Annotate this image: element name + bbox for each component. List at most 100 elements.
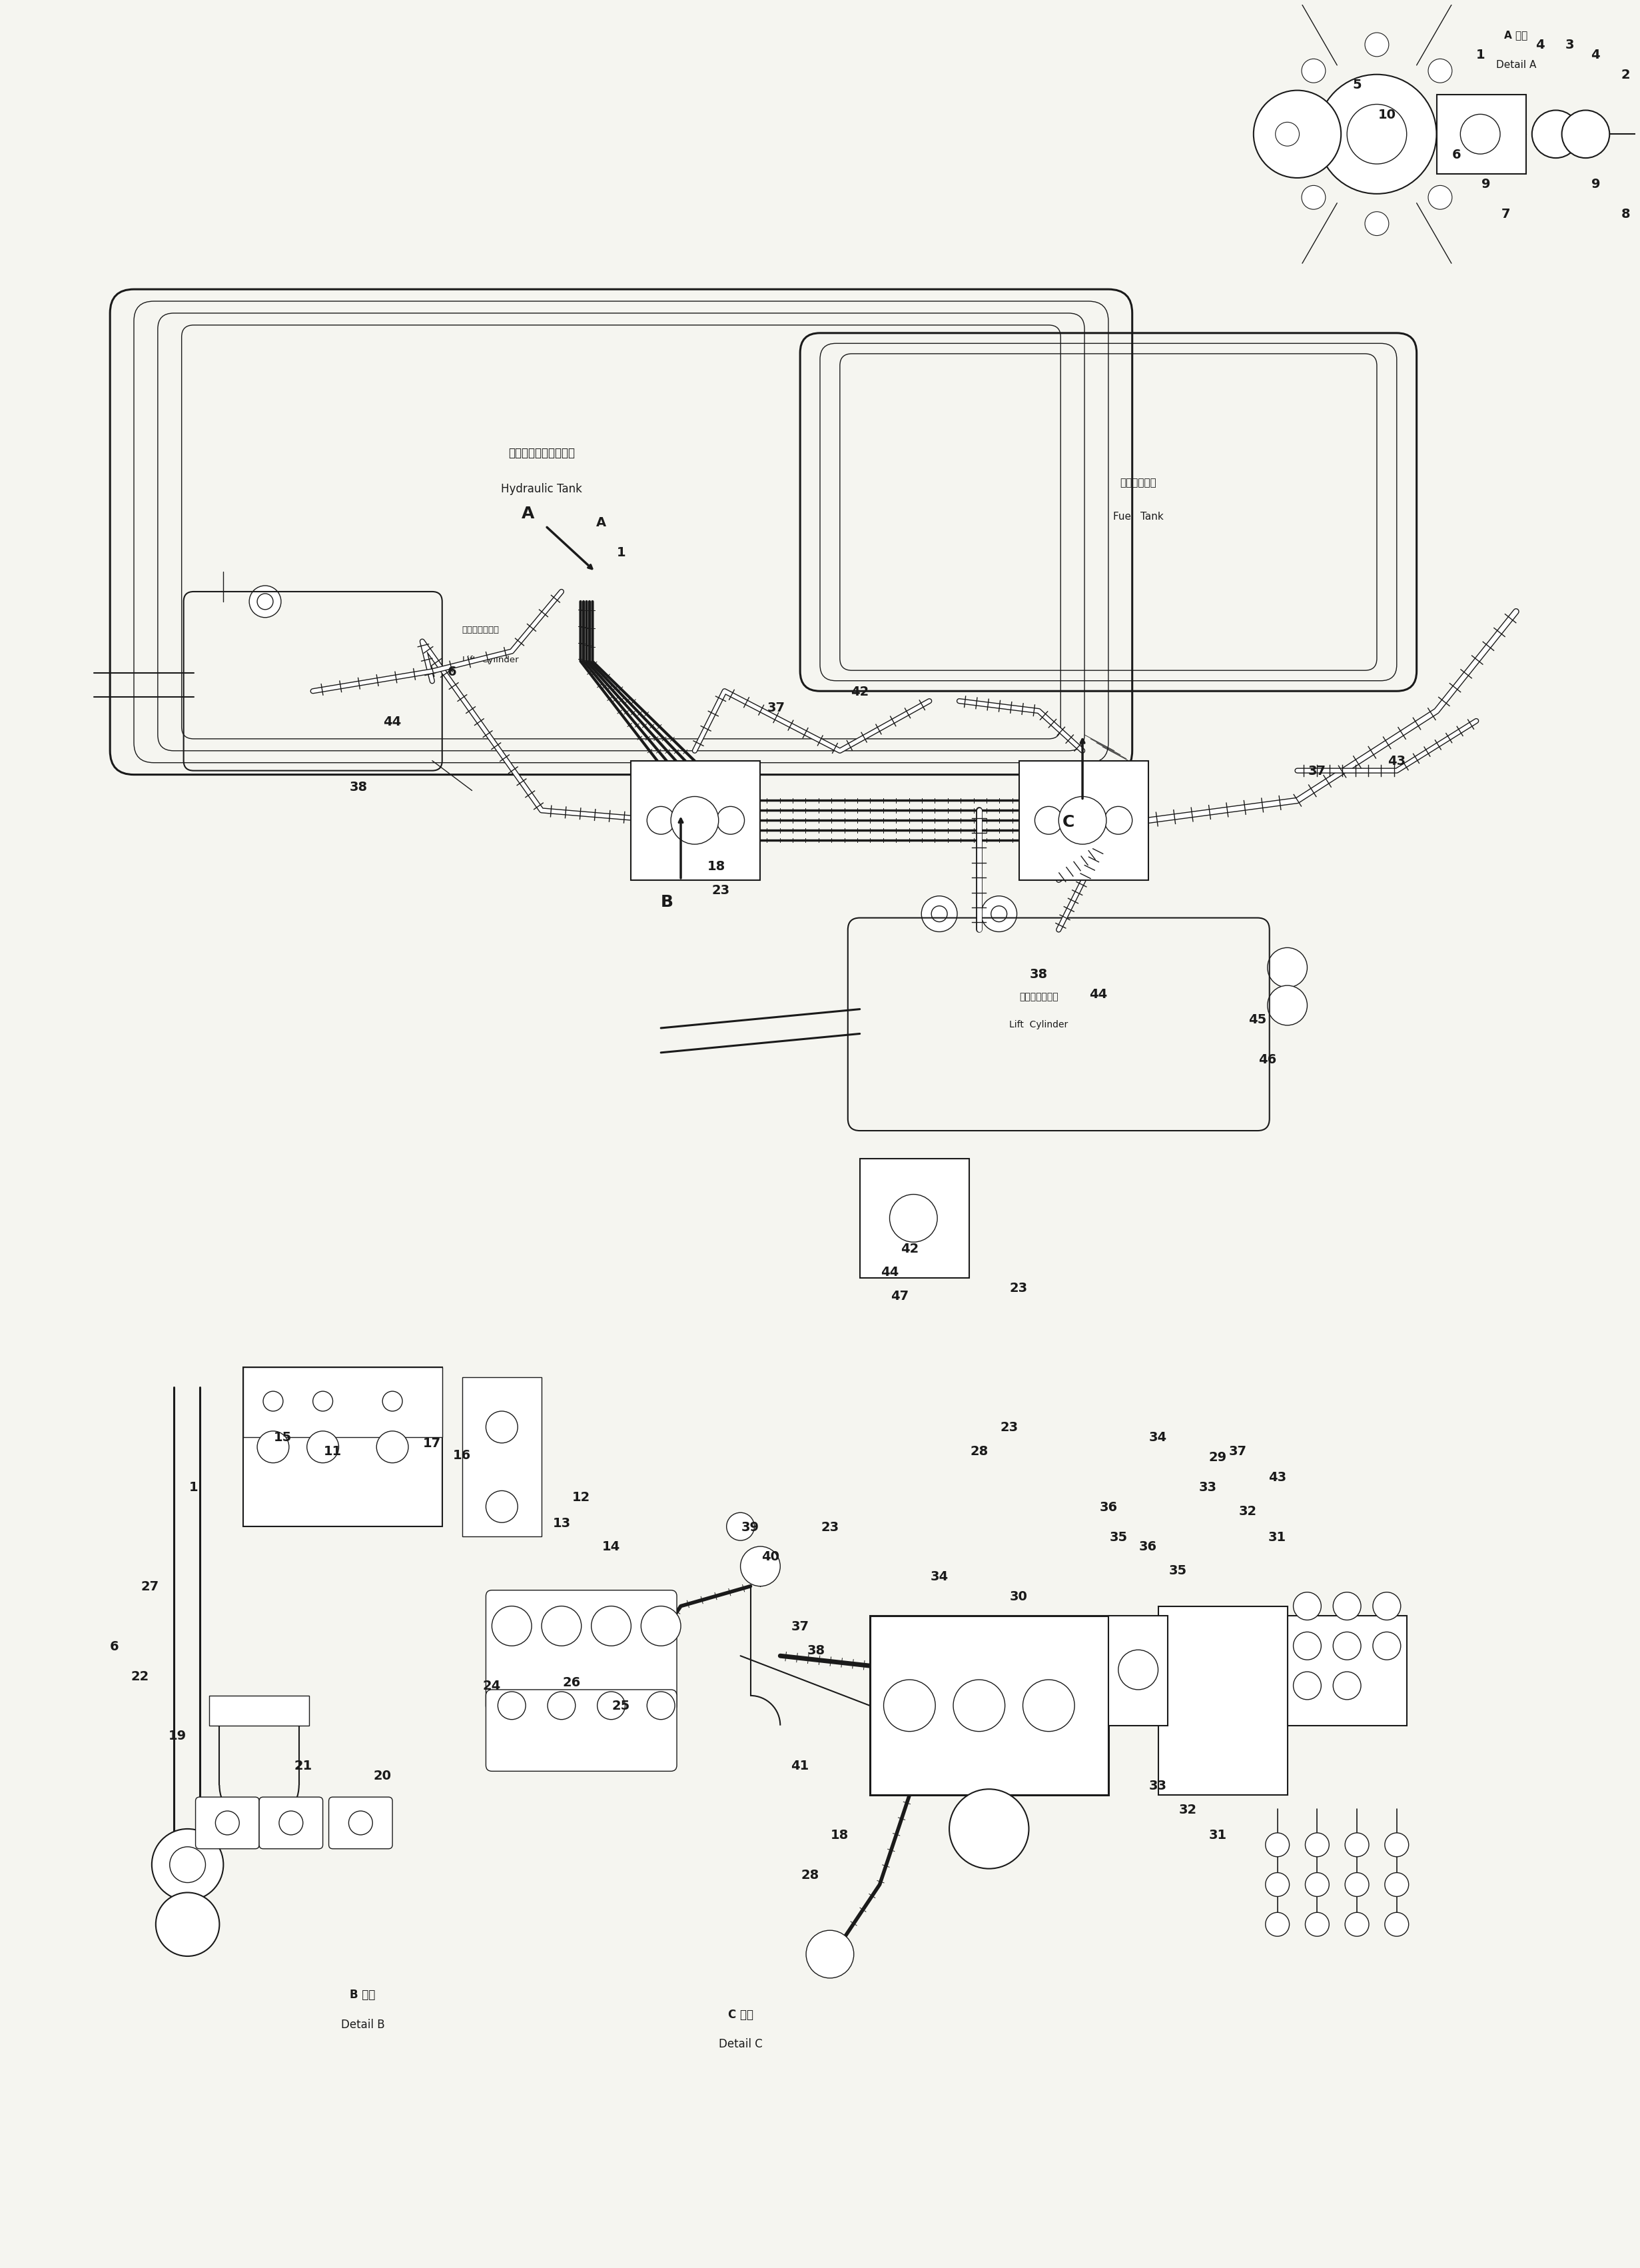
Circle shape (1364, 34, 1389, 57)
Text: 13: 13 (553, 1517, 571, 1529)
Circle shape (1294, 1592, 1322, 1619)
Circle shape (1333, 1633, 1361, 1660)
Text: 4: 4 (1535, 39, 1545, 52)
Text: 12: 12 (572, 1490, 590, 1504)
Circle shape (1302, 186, 1325, 211)
Text: 23: 23 (712, 885, 730, 896)
Circle shape (922, 896, 958, 932)
Circle shape (671, 796, 718, 844)
Text: 26: 26 (563, 1676, 581, 1687)
Text: 6: 6 (448, 665, 456, 678)
Text: 6: 6 (110, 1640, 118, 1653)
Text: 38: 38 (807, 1644, 825, 1656)
Text: 9: 9 (1591, 179, 1601, 191)
Text: Detail A: Detail A (1496, 61, 1537, 70)
Circle shape (169, 1846, 205, 1882)
Text: 30: 30 (1010, 1590, 1028, 1603)
Circle shape (249, 585, 280, 617)
Bar (631, 762, 761, 880)
Circle shape (499, 1692, 526, 1719)
Bar (1109, 1617, 1168, 1726)
Bar (1437, 95, 1525, 175)
Text: 31: 31 (1209, 1828, 1227, 1842)
Circle shape (1294, 1672, 1322, 1699)
Circle shape (1346, 104, 1407, 166)
Circle shape (991, 907, 1007, 923)
Text: 34: 34 (930, 1569, 948, 1583)
Text: A 詳細: A 詳細 (1504, 29, 1528, 41)
Text: 40: 40 (761, 1551, 779, 1563)
Circle shape (1364, 213, 1389, 236)
Circle shape (153, 1828, 223, 1901)
Circle shape (1460, 116, 1501, 154)
Bar (859, 1159, 969, 1279)
Circle shape (1294, 1633, 1322, 1660)
Text: 37: 37 (768, 701, 786, 714)
Circle shape (485, 1490, 518, 1522)
Circle shape (492, 1606, 531, 1647)
Circle shape (648, 1692, 674, 1719)
Circle shape (279, 1812, 303, 1835)
Text: 34: 34 (1150, 1431, 1168, 1445)
Circle shape (313, 1393, 333, 1411)
Circle shape (1276, 122, 1299, 147)
Circle shape (1532, 111, 1579, 159)
Bar (462, 1377, 541, 1538)
Text: 43: 43 (1387, 755, 1405, 767)
Circle shape (717, 807, 745, 835)
Circle shape (1266, 1912, 1289, 1937)
Text: 18: 18 (707, 860, 725, 873)
Text: 43: 43 (1268, 1470, 1286, 1483)
Text: 45: 45 (1248, 1014, 1266, 1025)
Text: 24: 24 (482, 1681, 500, 1692)
FancyBboxPatch shape (195, 1796, 259, 1848)
Text: 32: 32 (1238, 1504, 1256, 1517)
Circle shape (1305, 1912, 1328, 1937)
Text: 31: 31 (1268, 1531, 1286, 1542)
Circle shape (641, 1606, 681, 1647)
Circle shape (807, 1930, 854, 1978)
Text: 4: 4 (1591, 50, 1601, 61)
Text: 10: 10 (1378, 109, 1396, 120)
Text: 46: 46 (1258, 1052, 1276, 1066)
Circle shape (1345, 1873, 1369, 1896)
Circle shape (156, 1892, 220, 1957)
Circle shape (1317, 75, 1437, 195)
Circle shape (1333, 1672, 1361, 1699)
FancyBboxPatch shape (328, 1796, 392, 1848)
Circle shape (1268, 948, 1307, 989)
Circle shape (1104, 807, 1132, 835)
Circle shape (1305, 1833, 1328, 1857)
Circle shape (1345, 1833, 1369, 1857)
Text: 14: 14 (602, 1540, 620, 1554)
Text: 33: 33 (1150, 1778, 1168, 1792)
Circle shape (1384, 1833, 1409, 1857)
Bar (1158, 1606, 1287, 1796)
Text: C 詳細: C 詳細 (728, 2007, 753, 2021)
Bar (1018, 762, 1148, 880)
Text: 1: 1 (189, 1481, 198, 1492)
Circle shape (1384, 1912, 1409, 1937)
Circle shape (257, 1431, 289, 1463)
Text: 37: 37 (1309, 764, 1327, 778)
Text: C: C (1063, 814, 1074, 830)
Circle shape (1118, 1651, 1158, 1690)
Text: A: A (597, 517, 607, 528)
Bar (1287, 1617, 1407, 1726)
Text: Lift  Cylinder: Lift Cylinder (462, 655, 518, 665)
Text: リフトジリンダ: リフトジリンダ (462, 626, 499, 635)
Text: 6: 6 (1451, 147, 1461, 161)
Text: 27: 27 (141, 1581, 159, 1592)
Circle shape (592, 1606, 631, 1647)
Circle shape (485, 1411, 518, 1442)
Text: 36: 36 (1099, 1501, 1117, 1513)
Text: 22: 22 (131, 1669, 149, 1683)
Circle shape (1561, 111, 1609, 159)
Bar (210, 1696, 308, 1726)
Circle shape (1035, 807, 1063, 835)
Circle shape (1373, 1633, 1401, 1660)
Text: 42: 42 (851, 685, 869, 699)
Text: 44: 44 (881, 1266, 899, 1279)
Text: Detail C: Detail C (718, 2037, 763, 2050)
Text: 15: 15 (274, 1431, 292, 1445)
